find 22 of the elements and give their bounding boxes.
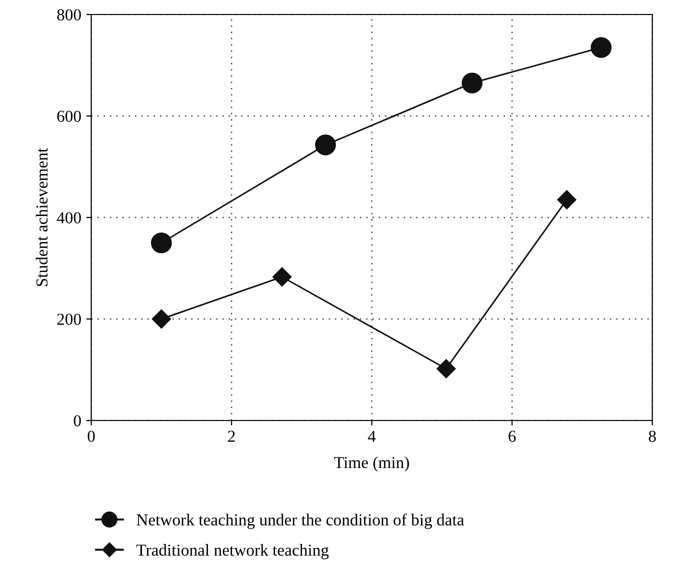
point [590, 37, 612, 58]
point [462, 72, 483, 94]
x-tick-label: 8 [648, 430, 656, 442]
point [152, 309, 171, 329]
y-tick-label: 0 [74, 415, 81, 426]
x-tick-label: 2 [228, 430, 235, 442]
point [557, 190, 576, 210]
x-tick-label: 4 [368, 430, 376, 442]
y-tick-label: 800 [57, 9, 81, 20]
x-axis-title: Time (min) [334, 456, 409, 472]
x-tick-label: 6 [508, 430, 516, 442]
point [436, 359, 456, 378]
y-tick-label: 600 [57, 110, 81, 122]
point [150, 232, 172, 254]
y-tick-label: 400 [56, 212, 81, 224]
legend-label: Network teaching under the condition of big data [136, 514, 464, 529]
point [272, 267, 292, 286]
point [315, 134, 336, 156]
y-axis-title: Student achievement [36, 148, 48, 286]
x-tick-label: 0 [88, 430, 95, 442]
y-tick-label: 200 [57, 314, 81, 325]
legend-label: Traditional network teaching [136, 544, 329, 560]
